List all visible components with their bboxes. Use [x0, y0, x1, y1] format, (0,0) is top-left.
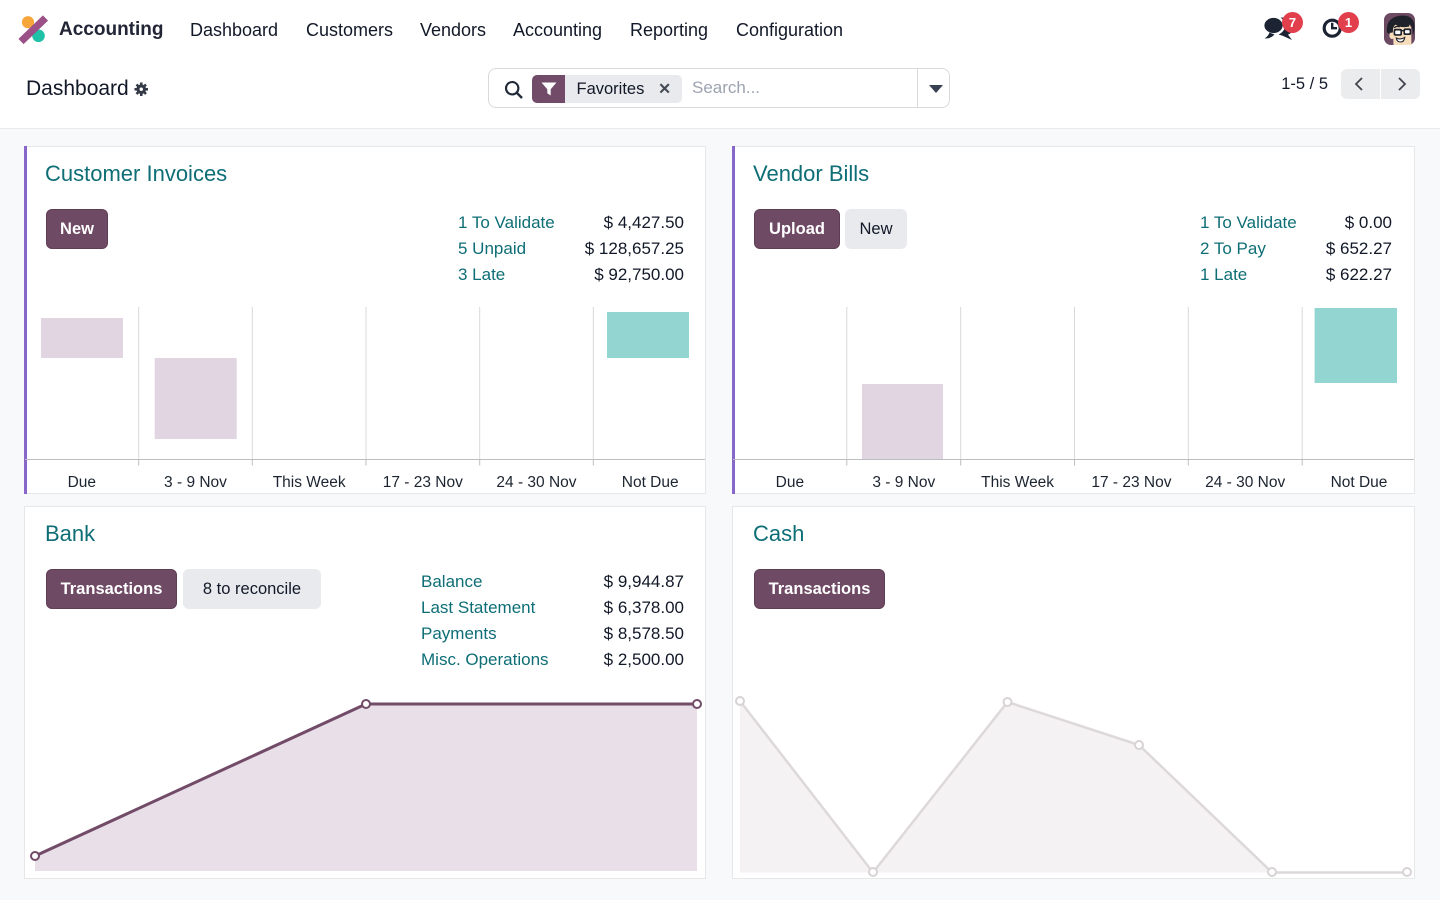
- svg-text:17 - 23 Nov: 17 - 23 Nov: [383, 474, 463, 491]
- svg-text:3 - 9 Nov: 3 - 9 Nov: [164, 474, 227, 491]
- svg-text:24 - 30 Nov: 24 - 30 Nov: [1205, 474, 1285, 491]
- svg-text:Not Due: Not Due: [1331, 474, 1388, 491]
- svg-text:Not Due: Not Due: [622, 474, 679, 491]
- svg-text:Due: Due: [776, 474, 804, 491]
- svg-text:17 - 23 Nov: 17 - 23 Nov: [1091, 474, 1171, 491]
- svg-text:3 - 9 Nov: 3 - 9 Nov: [872, 474, 935, 491]
- svg-text:This Week: This Week: [273, 474, 346, 491]
- svg-text:This Week: This Week: [981, 474, 1054, 491]
- svg-text:24 - 30 Nov: 24 - 30 Nov: [496, 474, 576, 491]
- svg-text:Due: Due: [68, 474, 96, 491]
